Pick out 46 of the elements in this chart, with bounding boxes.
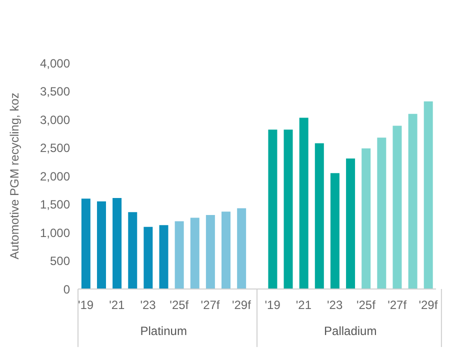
bar — [190, 218, 200, 289]
bar — [314, 143, 324, 289]
x-tick-label: '29f — [418, 298, 438, 312]
y-tick-label: 2,500 — [40, 141, 70, 156]
y-axis-title: Automotive PGM recycling, koz — [7, 92, 22, 260]
bar — [222, 212, 231, 289]
x-tick-label: '25f — [170, 298, 190, 312]
x-tick-label: '27f — [388, 298, 408, 312]
y-tick-label: 500 — [50, 254, 70, 268]
bar — [392, 126, 402, 289]
bar — [96, 201, 106, 289]
x-tick-label: '21 — [109, 298, 126, 312]
x-tick-label: '29f — [232, 298, 252, 312]
x-tick-label: '21 — [296, 298, 312, 312]
x-tick-label: '23 — [140, 298, 156, 312]
y-tick-label: 2,000 — [40, 169, 70, 184]
y-tick-label: 4,000 — [40, 56, 70, 70]
bar — [128, 212, 138, 289]
x-tick-label: '27f — [200, 298, 220, 312]
bar — [284, 130, 293, 289]
y-tick-label: 1,000 — [40, 226, 70, 240]
x-tick-label: '23 — [327, 298, 343, 312]
y-tick-label: 1,500 — [40, 198, 70, 212]
bar — [112, 198, 122, 289]
x-tick-label: '19 — [78, 298, 94, 312]
bar — [81, 198, 90, 289]
bar — [346, 158, 356, 289]
text: Platinum — [140, 324, 187, 338]
bar — [424, 101, 433, 289]
bar — [144, 226, 153, 289]
y-tick-label: 3,000 — [40, 112, 70, 127]
bar — [268, 130, 278, 289]
bar — [362, 148, 371, 289]
bar — [377, 138, 386, 289]
bar — [159, 225, 168, 289]
y-tick-label: 0 — [63, 282, 70, 296]
bar — [408, 114, 418, 289]
bar — [174, 221, 184, 289]
text: Palladium — [324, 324, 377, 338]
bar — [206, 214, 215, 289]
y-tick-label: 3,500 — [40, 84, 70, 99]
x-tick-label: '25f — [356, 298, 376, 312]
x-tick-label: '19 — [264, 298, 281, 312]
bar — [330, 173, 340, 289]
bar — [237, 208, 246, 289]
bar — [299, 118, 308, 289]
